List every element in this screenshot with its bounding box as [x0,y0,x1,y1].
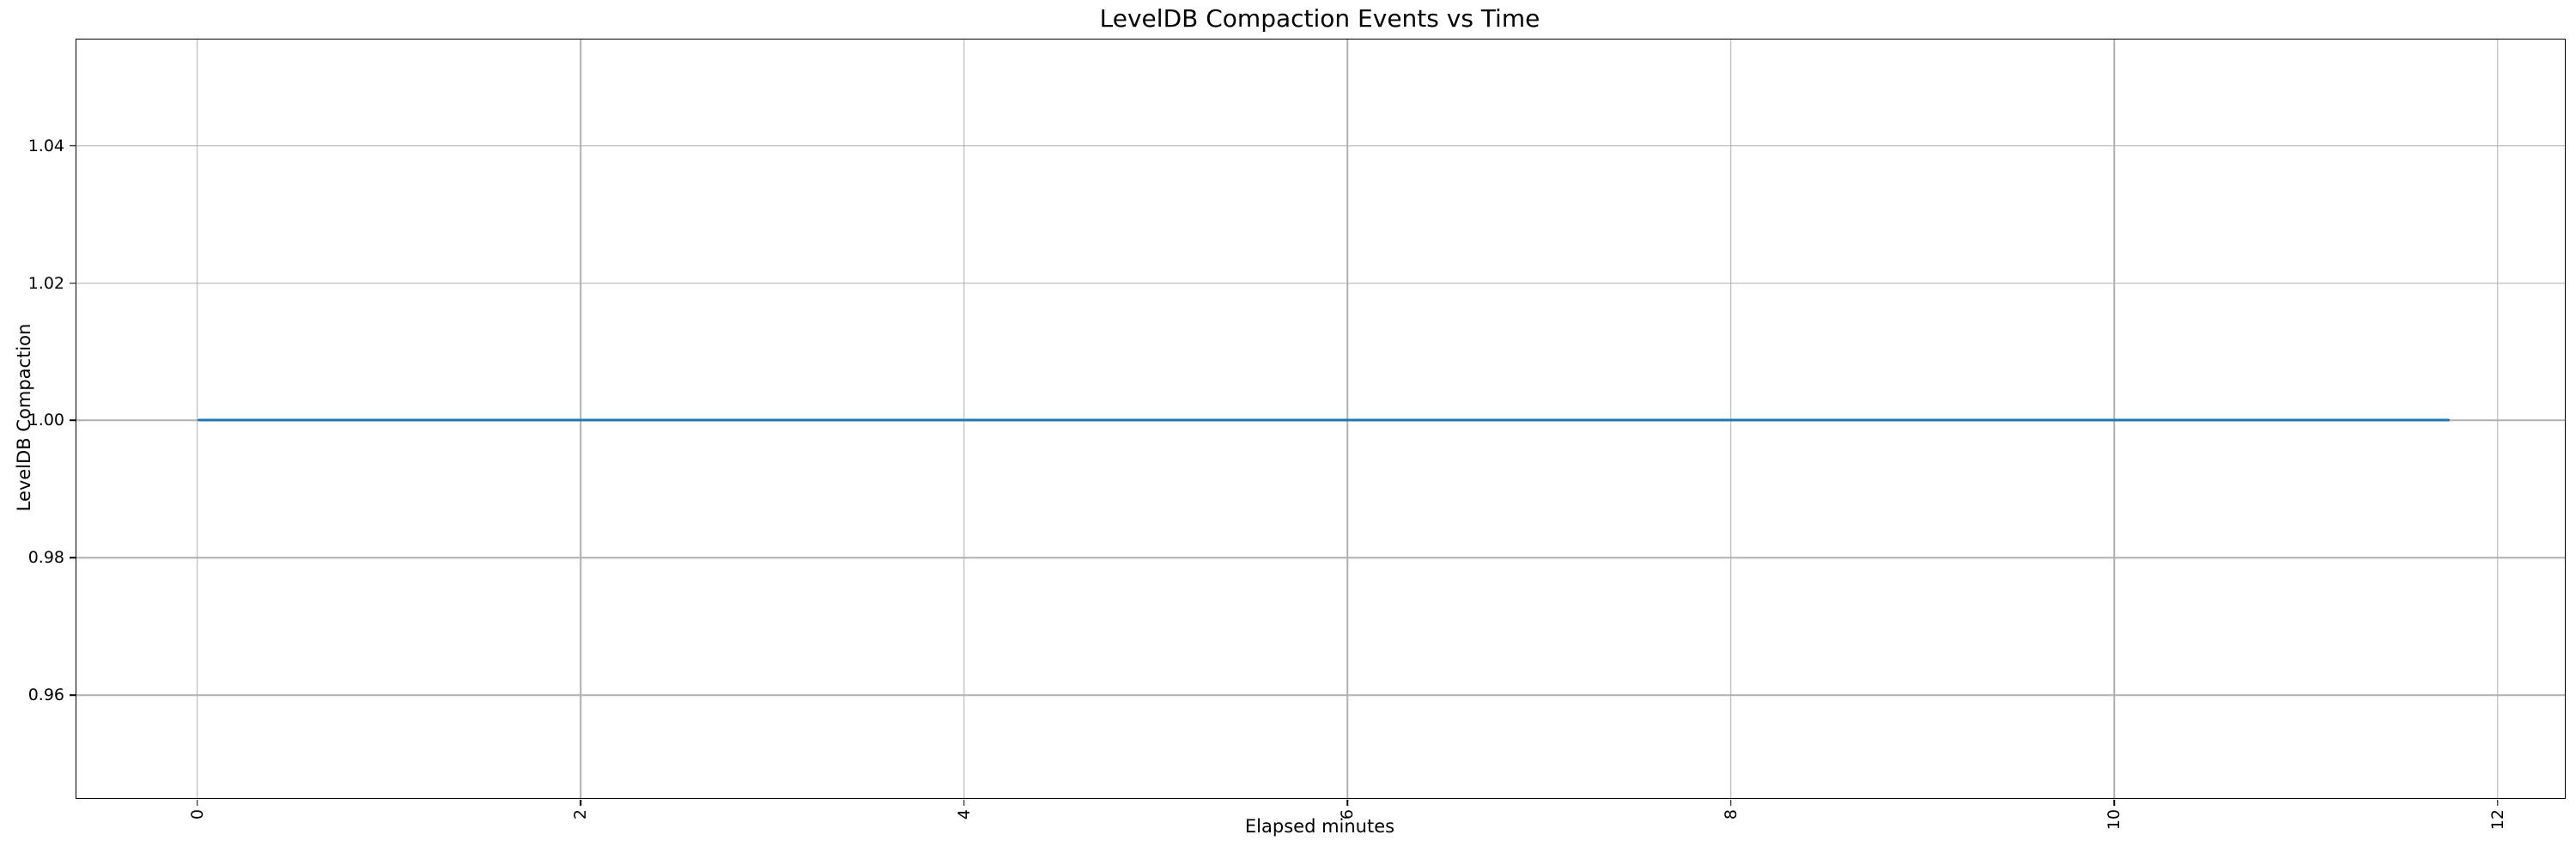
x-gridline [1730,40,1732,798]
x-gridline [2113,40,2116,798]
x-gridline [963,40,965,798]
x-tick-mark [2497,799,2499,806]
y-tick-mark [69,282,76,284]
y-gridline [76,145,2565,147]
chart-title: LevelDB Compaction Events vs Time [1099,4,1540,33]
y-tick-label: 1.04 [27,136,64,155]
x-tick-mark [963,799,965,806]
plot-area: 0 2 4 6 8 10 12 0.96 0.98 1.00 1.02 1.04 [28,39,2566,830]
y-tick-mark [69,694,76,696]
y-tick-label: 1.00 [27,411,64,430]
x-gridline [580,40,581,798]
y-gridline [76,694,2565,696]
y-gridline [76,557,2565,559]
series-line [197,418,2451,422]
y-tick-label: 0.98 [27,548,64,568]
x-tick-mark [196,799,198,806]
y-tick-label: 1.02 [27,273,64,293]
y-gridline [76,282,2565,284]
y-tick-mark [69,557,76,559]
x-gridline [196,40,198,798]
y-axis-label: LevelDB Compaction [14,323,34,512]
y-tick-label: 0.96 [27,685,64,705]
x-tick-mark [1346,799,1348,806]
x-axis-label: Elapsed minutes [1244,816,1395,837]
x-gridline [2497,40,2499,798]
y-tick-mark [69,145,76,147]
x-tick-mark [580,799,581,806]
x-gridline [1346,40,1348,798]
x-tick-mark [2113,799,2116,806]
x-tick-mark [1730,799,1732,806]
y-tick-mark [69,419,76,422]
